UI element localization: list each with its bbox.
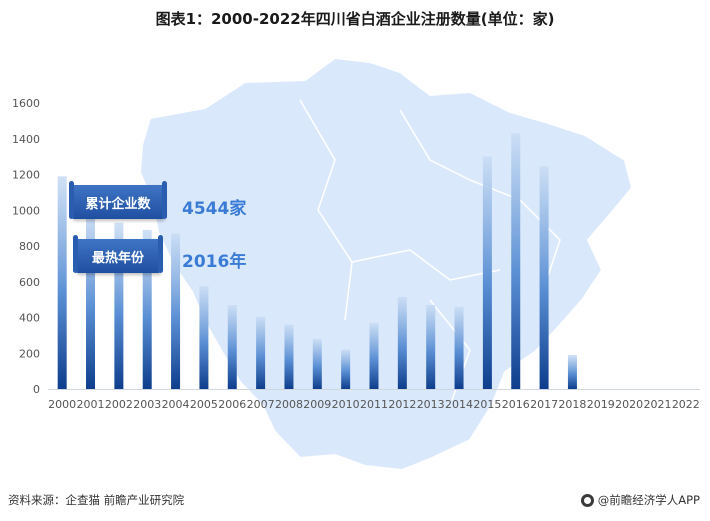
x-tick-label: 2011 bbox=[360, 398, 388, 411]
bar bbox=[341, 349, 351, 389]
bar bbox=[567, 355, 577, 389]
x-tick-label: 2013 bbox=[417, 398, 445, 411]
x-tick-label: 2004 bbox=[162, 398, 190, 411]
x-tick-label: 2000 bbox=[48, 398, 76, 411]
callout-total-label: 累计企业数 bbox=[69, 181, 167, 219]
bar bbox=[312, 338, 322, 389]
x-tick-label: 2005 bbox=[190, 398, 218, 411]
bar bbox=[369, 322, 379, 389]
bar bbox=[199, 286, 209, 389]
bar bbox=[454, 306, 464, 389]
x-axis: 2000 2001 2002 2003 2004 2005 2006 2007 2008 2009… bbox=[48, 389, 700, 411]
x-tick-label: 2018 bbox=[558, 398, 586, 411]
x-tick-label: 2016 bbox=[502, 398, 530, 411]
bar bbox=[511, 133, 521, 389]
bar bbox=[539, 166, 549, 389]
x-tick-label: 2014 bbox=[445, 398, 473, 411]
bar bbox=[397, 296, 407, 389]
x-tick-label: 2022 bbox=[672, 398, 700, 411]
x-tick-label: 2002 bbox=[105, 398, 133, 411]
x-tick-label: 2008 bbox=[275, 398, 303, 411]
y-tick-label: 1600 bbox=[12, 97, 40, 110]
callout-peak-label: 最热年份 bbox=[73, 235, 163, 273]
y-axis: 0 200 400 600 800 1000 1200 1400 1600 bbox=[12, 97, 40, 396]
x-tick-label: 2020 bbox=[615, 398, 643, 411]
x-tick-label: 2010 bbox=[332, 398, 360, 411]
brand-text: @前瞻经济学人APP bbox=[597, 493, 700, 507]
source-note: 资料来源：企查猫 前瞻产业研究院 bbox=[8, 493, 185, 507]
y-tick-label: 200 bbox=[19, 347, 40, 360]
x-tick-label: 2009 bbox=[303, 398, 331, 411]
y-tick-label: 1200 bbox=[12, 169, 40, 182]
callout-peak-value: 2016年 bbox=[182, 252, 247, 272]
y-tick-label: 400 bbox=[19, 312, 40, 325]
y-tick-label: 1000 bbox=[12, 204, 40, 217]
bar bbox=[57, 176, 67, 389]
bar bbox=[86, 209, 96, 389]
x-tick-label: 2021 bbox=[643, 398, 671, 411]
map-region-borders bbox=[299, 99, 561, 401]
chart-title: 图表1：2000-2022年四川省白酒企业注册数量(单位：家) bbox=[155, 10, 555, 28]
bar bbox=[284, 324, 294, 389]
y-tick-label: 600 bbox=[19, 276, 40, 289]
x-tick-label: 2015 bbox=[473, 398, 501, 411]
callout-total-value: 4544家 bbox=[182, 199, 247, 219]
x-tick-label: 2003 bbox=[133, 398, 161, 411]
bar bbox=[482, 156, 492, 389]
x-tick-label: 2007 bbox=[247, 398, 275, 411]
y-tick-label: 800 bbox=[19, 240, 40, 253]
x-tick-label: 2012 bbox=[388, 398, 416, 411]
brand-logo-icon bbox=[580, 493, 594, 507]
y-tick-label: 1400 bbox=[12, 133, 40, 146]
y-tick-label: 0 bbox=[33, 383, 40, 396]
x-tick-label: 2019 bbox=[587, 398, 615, 411]
bar bbox=[171, 233, 181, 389]
bar bbox=[426, 304, 436, 389]
x-tick-label: 2006 bbox=[218, 398, 246, 411]
x-tick-label: 2001 bbox=[77, 398, 105, 411]
bar bbox=[142, 229, 152, 389]
bar-series bbox=[57, 133, 577, 389]
bar bbox=[114, 222, 124, 389]
bar bbox=[227, 304, 237, 389]
x-tick-label: 2017 bbox=[530, 398, 558, 411]
brand-credit: @前瞻经济学人APP bbox=[580, 492, 700, 508]
bar bbox=[256, 316, 266, 389]
